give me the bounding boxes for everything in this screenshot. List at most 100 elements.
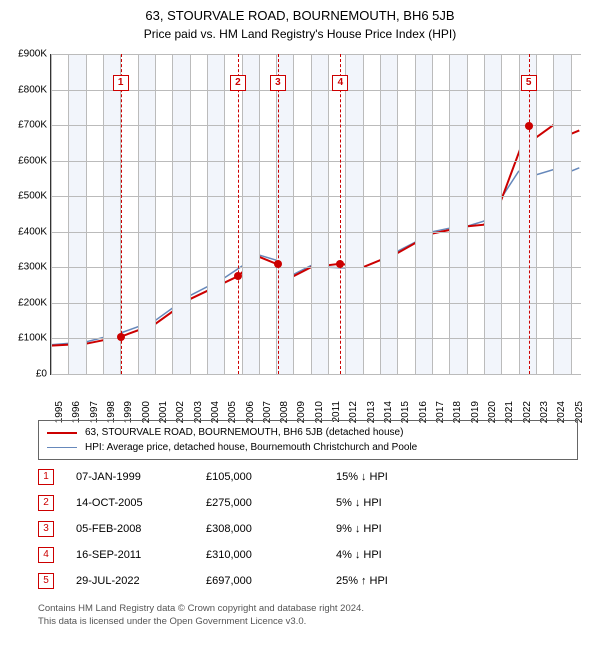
x-gridline	[380, 54, 381, 374]
sale-marker-box: 4	[332, 75, 348, 91]
sales-row-number: 3	[38, 521, 54, 537]
sales-diff-suffix: HPI	[363, 549, 381, 561]
y-tick-label: £600K	[3, 155, 47, 166]
x-gridline	[224, 54, 225, 374]
sale-marker-dot	[274, 260, 282, 268]
sales-price: £105,000	[206, 471, 336, 483]
sales-diff: 4%↓HPI	[336, 549, 382, 561]
sales-row: 214-OCT-2005£275,0005%↓HPI	[38, 490, 578, 516]
year-band	[311, 54, 328, 374]
sales-row-number: 4	[38, 547, 54, 563]
x-gridline	[363, 54, 364, 374]
x-gridline	[449, 54, 450, 374]
y-tick-label: £900K	[3, 49, 47, 60]
x-gridline	[155, 54, 156, 374]
sales-diff-pct: 5%	[336, 497, 352, 509]
sales-date: 05-FEB-2008	[76, 523, 206, 535]
x-gridline	[311, 54, 312, 374]
year-band	[242, 54, 259, 374]
sale-marker-line	[278, 54, 279, 374]
y-tick-label: £800K	[3, 84, 47, 95]
sales-diff-pct: 4%	[336, 549, 352, 561]
chart-area: £0£100K£200K£300K£400K£500K£600K£700K£80…	[50, 54, 580, 374]
sale-marker-line	[529, 54, 530, 374]
sale-marker-dot	[525, 122, 533, 130]
sales-diff-pct: 9%	[336, 523, 352, 535]
year-band	[138, 54, 155, 374]
year-band	[380, 54, 397, 374]
year-band	[207, 54, 224, 374]
sale-marker-line	[238, 54, 239, 374]
legend: 63, STOURVALE ROAD, BOURNEMOUTH, BH6 5JB…	[38, 420, 578, 460]
price-vs-hpi-chart-page: { "title": "63, STOURVALE ROAD, BOURNEMO…	[0, 0, 600, 650]
year-band	[172, 54, 189, 374]
sales-diff: 5%↓HPI	[336, 497, 382, 509]
x-gridline	[207, 54, 208, 374]
x-gridline	[190, 54, 191, 374]
sales-diff-pct: 15%	[336, 471, 358, 483]
arrow-up-icon: ↑	[361, 575, 367, 587]
sales-row: 107-JAN-1999£105,00015%↓HPI	[38, 464, 578, 490]
year-band	[519, 54, 536, 374]
x-gridline	[242, 54, 243, 374]
x-gridline	[345, 54, 346, 374]
x-gridline	[553, 54, 554, 374]
year-band	[103, 54, 120, 374]
sales-price: £308,000	[206, 523, 336, 535]
arrow-down-icon: ↓	[355, 497, 361, 509]
arrow-down-icon: ↓	[361, 471, 367, 483]
sales-diff-suffix: HPI	[370, 575, 388, 587]
x-gridline	[501, 54, 502, 374]
x-gridline	[86, 54, 87, 374]
sales-price: £697,000	[206, 575, 336, 587]
y-tick-label: £400K	[3, 226, 47, 237]
y-tick-label: £300K	[3, 262, 47, 273]
sale-marker-box: 5	[521, 75, 537, 91]
legend-label: 63, STOURVALE ROAD, BOURNEMOUTH, BH6 5JB…	[85, 425, 403, 440]
year-band	[553, 54, 570, 374]
sale-marker-box: 1	[113, 75, 129, 91]
year-band	[68, 54, 85, 374]
x-gridline	[484, 54, 485, 374]
sales-diff-suffix: HPI	[363, 523, 381, 535]
plot-region: £0£100K£200K£300K£400K£500K£600K£700K£80…	[50, 54, 581, 375]
sales-row-number: 5	[38, 573, 54, 589]
x-gridline	[432, 54, 433, 374]
x-gridline	[51, 54, 52, 374]
chart-title: 63, STOURVALE ROAD, BOURNEMOUTH, BH6 5JB	[0, 0, 600, 23]
sales-price: £310,000	[206, 549, 336, 561]
x-gridline	[415, 54, 416, 374]
sale-marker-line	[121, 54, 122, 374]
x-gridline	[536, 54, 537, 374]
legend-item: HPI: Average price, detached house, Bour…	[47, 440, 569, 455]
x-gridline	[259, 54, 260, 374]
x-gridline	[68, 54, 69, 374]
y-tick-label: £500K	[3, 191, 47, 202]
sales-date: 16-SEP-2011	[76, 549, 206, 561]
sales-row-number: 2	[38, 495, 54, 511]
x-gridline	[293, 54, 294, 374]
sales-row: 4 16-SEP-2011£310,0004%↓HPI	[38, 542, 578, 568]
arrow-down-icon: ↓	[355, 523, 361, 535]
sale-marker-dot	[234, 272, 242, 280]
footnote-line2: This data is licensed under the Open Gov…	[38, 615, 578, 628]
legend-swatch	[47, 432, 77, 434]
sales-table: 107-JAN-1999£105,00015%↓HPI214-OCT-2005£…	[38, 464, 578, 594]
sale-marker-line	[340, 54, 341, 374]
arrow-down-icon: ↓	[355, 549, 361, 561]
sales-diff-suffix: HPI	[363, 497, 381, 509]
sale-marker-box: 3	[270, 75, 286, 91]
year-band	[415, 54, 432, 374]
sales-date: 14-OCT-2005	[76, 497, 206, 509]
legend-item: 63, STOURVALE ROAD, BOURNEMOUTH, BH6 5JB…	[47, 425, 569, 440]
sales-row-number: 1	[38, 469, 54, 485]
sales-diff: 25%↑HPI	[336, 575, 388, 587]
sales-date: 29-JUL-2022	[76, 575, 206, 587]
x-gridline	[328, 54, 329, 374]
x-gridline	[103, 54, 104, 374]
sales-row: 3 05-FEB-2008£308,0009%↓HPI	[38, 516, 578, 542]
y-tick-label: £200K	[3, 297, 47, 308]
sale-marker-dot	[117, 333, 125, 341]
y-tick-label: £100K	[3, 333, 47, 344]
x-gridline	[519, 54, 520, 374]
